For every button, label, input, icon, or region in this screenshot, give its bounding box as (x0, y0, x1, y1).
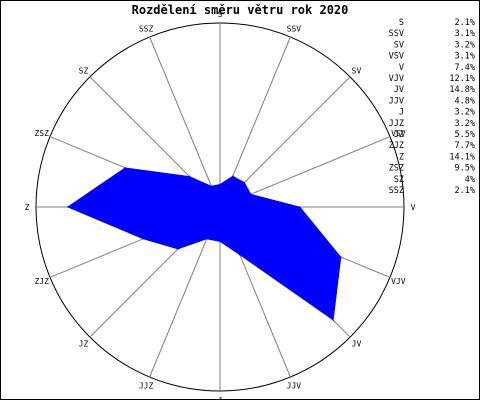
legend-direction-zsz: ZSZ (389, 164, 404, 174)
point-zjz (142, 238, 144, 240)
legend: S 2.1%SSV 3.1%SV 3.2%VSV 3.1%V 7.4%VJV 12.1%JV… (389, 18, 475, 196)
direction-label-vjv: VJV (391, 277, 406, 286)
legend-value-j: 3.2% (455, 108, 475, 118)
point-zsz (124, 167, 126, 169)
chart-title: Rozdělení směru větru rok 2020 (132, 3, 349, 17)
legend-direction-vsv: VSV (389, 52, 404, 62)
direction-labels: SSSVSVVSVVVJVJVJJVJJJZJZZJZZZSZSZSSZ (25, 10, 416, 399)
legend-value-sz: 4% (465, 175, 475, 185)
legend-value-ssz: 2.1% (455, 186, 475, 196)
legend-value-vsv: 3.1% (455, 52, 475, 62)
legend-value-jz: 5.5% (455, 130, 475, 140)
direction-label-jjv: JJV (287, 381, 302, 390)
direction-label-z: Z (25, 203, 30, 212)
direction-label-ssv: SSV (287, 25, 302, 34)
point-s (219, 183, 221, 185)
legend-value-ssv: 3.1% (455, 29, 475, 39)
direction-label-vsv: VSV (391, 129, 406, 138)
direction-label-jz: JZ (79, 340, 89, 349)
legend-direction-jv: JV (394, 85, 404, 95)
legend-direction-zjz: ZJZ (389, 141, 404, 151)
point-jv (332, 319, 334, 321)
direction-label-s: S (218, 10, 223, 19)
legend-value-z: 14.1% (449, 152, 475, 162)
point-sv (243, 181, 246, 184)
legend-direction-sz: SZ (394, 175, 404, 185)
legend-direction-j: J (399, 108, 404, 118)
point-j (219, 241, 221, 243)
spoke-ssz (149, 36, 221, 208)
direction-label-jv: JV (352, 340, 362, 349)
point-jjv (239, 254, 241, 256)
direction-label-jjz: JJZ (139, 381, 154, 390)
legend-direction-v: V (399, 63, 404, 73)
legend-direction-ssv: SSV (389, 29, 404, 39)
legend-value-jv: 14.8% (449, 85, 475, 95)
legend-value-jjz: 3.2% (455, 119, 475, 129)
direction-label-ssz: SSZ (139, 25, 154, 34)
legend-value-jjv: 4.8% (455, 96, 475, 106)
legend-value-zsz: 9.5% (455, 164, 475, 174)
direction-label-j: J (218, 396, 223, 399)
legend-value-sv: 3.2% (455, 40, 475, 50)
legend-value-vjv: 12.1% (449, 74, 475, 84)
legend-direction-jz: JZ (394, 130, 404, 140)
direction-label-zjz: ZJZ (34, 277, 49, 286)
point-ssz (210, 185, 212, 187)
legend-direction-ssz: SSZ (389, 186, 404, 196)
direction-label-v: V (411, 203, 416, 212)
point-vjv (340, 256, 342, 258)
legend-direction-vjv: VJV (389, 74, 404, 84)
direction-label-sz: SZ (79, 67, 89, 76)
point-jjz (206, 238, 208, 240)
point-sz (188, 175, 190, 177)
direction-label-zsz: ZSZ (34, 129, 49, 138)
legend-direction-jjz: JJZ (389, 119, 404, 129)
point-jz (177, 248, 179, 250)
legend-value-zjz: 7.7% (455, 141, 475, 151)
legend-value-s: 2.1% (455, 18, 475, 28)
legend-direction-z: Z (399, 152, 404, 162)
point-vsv (250, 193, 252, 195)
legend-direction-sv: SV (394, 40, 404, 50)
point-v (299, 206, 301, 208)
point-z (66, 206, 68, 208)
legend-value-v: 7.4% (455, 63, 475, 73)
legend-direction-jjv: JJV (389, 96, 404, 106)
direction-label-sv: SV (352, 67, 362, 76)
data-area (66, 167, 342, 321)
point-ssv (232, 175, 234, 177)
legend-direction-s: S (399, 18, 404, 28)
